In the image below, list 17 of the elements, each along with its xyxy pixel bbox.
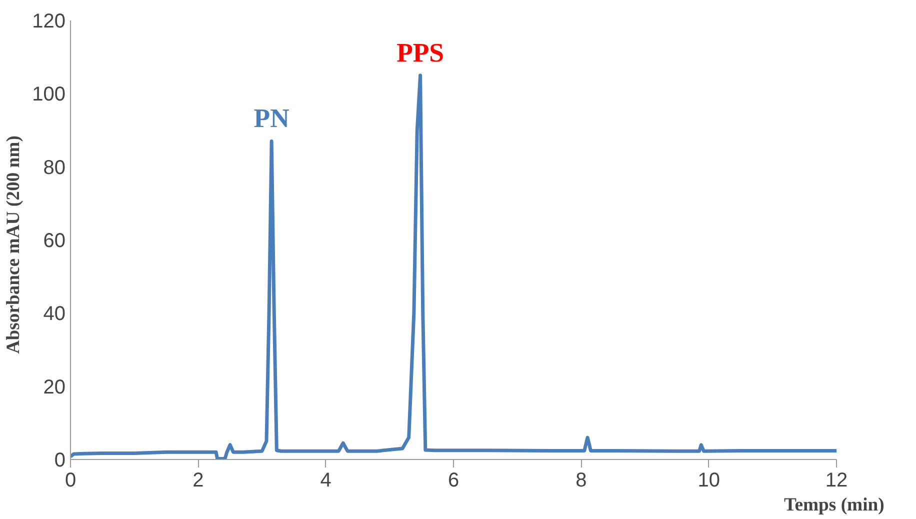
- x-tick-label: 12: [825, 470, 848, 492]
- y-tick-label: 80: [43, 156, 66, 179]
- x-tick-label: 2: [192, 470, 204, 492]
- y-tick-label: 20: [43, 376, 66, 398]
- annotation: PN: [254, 103, 290, 134]
- annotation: PPS: [396, 37, 444, 68]
- y-tick-label: 120: [32, 10, 66, 32]
- y-tick-label: 0: [54, 450, 66, 472]
- y-tick-label: 40: [43, 303, 66, 326]
- y-tick-label: 100: [32, 84, 66, 106]
- x-tick-label: 8: [576, 470, 587, 492]
- x-axis-title: Temps (min): [784, 494, 884, 516]
- y-tick-label: 60: [43, 230, 66, 252]
- y-axis-title: Absorbance mAU (200 nm): [3, 136, 24, 354]
- x-tick-label: 6: [448, 470, 460, 492]
- x-tick-label: 10: [698, 470, 720, 492]
- x-tick-label: 4: [320, 470, 332, 492]
